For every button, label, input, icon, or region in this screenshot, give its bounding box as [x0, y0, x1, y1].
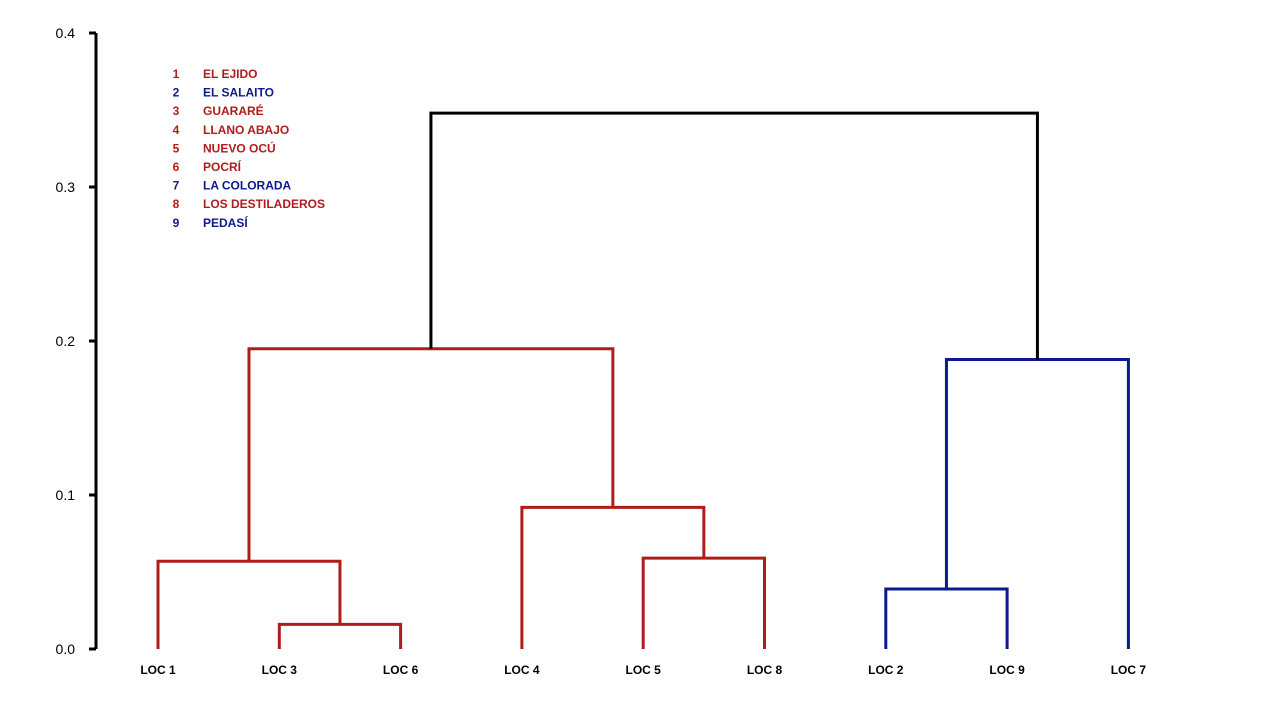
legend-name: LLANO ABAJO	[203, 123, 289, 137]
leaf-label-l3: LOC 3	[262, 663, 298, 677]
legend-number: 1	[173, 67, 180, 81]
legend-name: EL SALAITO	[203, 86, 274, 100]
leaf-label-l6: LOC 6	[383, 663, 419, 677]
legend-name: LA COLORADA	[203, 179, 292, 193]
y-axis: 0.0 0.1 0.2 0.3 0.4	[56, 25, 98, 657]
y-tick-label: 0.1	[56, 487, 76, 503]
legend-number: 5	[173, 141, 180, 155]
leaf-label-l8: LOC 8	[747, 663, 783, 677]
branch-m58	[641, 556, 766, 649]
y-tick-label: 0.2	[56, 333, 76, 349]
legend-name: GUARARÉ	[203, 103, 264, 118]
legend-number: 9	[173, 216, 180, 230]
y-tick-label: 0.3	[56, 179, 76, 195]
leaf-label-l5: LOC 5	[626, 663, 662, 677]
branch-root	[429, 111, 1039, 360]
legend-name: POCRÍ	[203, 159, 242, 174]
legend-number: 6	[173, 160, 180, 174]
leaf-label-l1: LOC 1	[140, 663, 176, 677]
branch-m458	[520, 505, 706, 649]
legend-name: NUEVO OCÚ	[203, 140, 276, 155]
legend: 1 EL EJIDO 2 EL SALAITO 3 GUARARÉ 4 LLANO ABAJO…	[173, 67, 325, 230]
leaf-label-l7: LOC 7	[1111, 663, 1147, 677]
dendrogram-branches	[156, 111, 1130, 649]
legend-number: 2	[173, 86, 180, 100]
legend-number: 4	[173, 123, 180, 137]
branch-mred	[247, 347, 615, 562]
branch-mblue	[944, 357, 1130, 649]
legend-number: 8	[173, 197, 180, 211]
leaf-label-l2: LOC 2	[868, 663, 904, 677]
branch-m136	[156, 559, 342, 649]
leaf-labels: LOC 1 LOC 3 LOC 6 LOC 4 LOC 5 LOC 8 LOC 2 LOC 9…	[140, 663, 1146, 677]
leaf-label-l4: LOC 4	[504, 663, 540, 677]
legend-name: PEDASÍ	[203, 215, 248, 230]
branch-m36	[277, 622, 403, 649]
legend-name: EL EJIDO	[203, 67, 257, 81]
legend-number: 7	[173, 179, 180, 193]
leaf-label-l9: LOC 9	[989, 663, 1025, 677]
y-tick-label: 0.0	[56, 641, 76, 657]
y-tick-label: 0.4	[56, 25, 76, 41]
legend-name: LOS DESTILADEROS	[203, 197, 325, 211]
legend-number: 3	[173, 104, 180, 118]
branch-m29	[884, 587, 1009, 649]
